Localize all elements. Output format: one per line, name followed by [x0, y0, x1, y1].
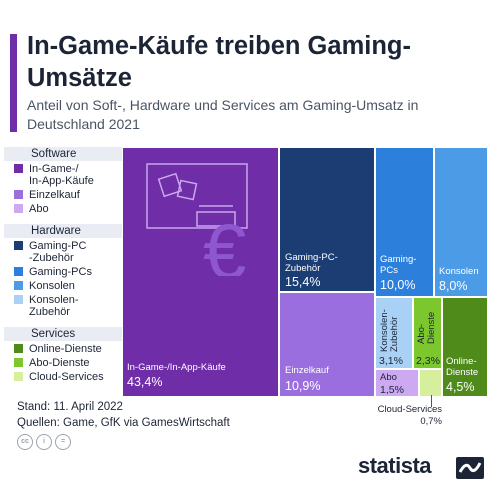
tile-label: Gaming- PCs — [380, 254, 417, 276]
legend-item: Abo — [14, 203, 122, 215]
legend-swatch — [14, 190, 23, 199]
tile-label: Abo — [380, 372, 397, 383]
legend-swatch — [14, 204, 23, 213]
tile-einzelkauf: Einzelkauf 10,9% — [279, 292, 375, 397]
legend-label: In-Game-/ In-App-Käufe — [29, 163, 94, 187]
info-icon[interactable]: i — [36, 434, 52, 450]
legend-label: Gaming-PCs — [29, 266, 92, 278]
tile-label: In-Game-/In-App-Käufe — [127, 362, 226, 373]
tile-value: 15,4% — [285, 275, 321, 289]
tile-label: Einzelkauf — [285, 365, 329, 376]
legend-header: Services — [4, 327, 122, 341]
legend-group-software: Software In-Game-/ In-App-Käufe Einzelka… — [4, 147, 122, 215]
tile-gaming-pcs: Gaming- PCs 10,0% — [375, 147, 434, 297]
tile-label: Konsolen — [439, 266, 479, 277]
legend-group-services: Services Online-Dienste Abo-Dienste Clou… — [4, 327, 122, 383]
legend-swatch — [14, 344, 23, 353]
tile-cloud-services — [419, 369, 442, 397]
tile-konsolen: Konsolen 8,0% — [434, 147, 488, 297]
legend-label: Einzelkauf — [29, 189, 80, 201]
tile-label: Konsolen- Zubehör — [379, 309, 400, 352]
tile-value: 2,3% — [416, 355, 440, 367]
creative-commons-icon[interactable]: cc — [17, 434, 33, 450]
tile-in-game-kaeufe: € In-Game-/In-App-Käufe 43,4% — [122, 147, 279, 397]
tile-label: Online- Dienste — [446, 356, 479, 378]
callout-name: Cloud-Services — [377, 404, 442, 415]
legend-label: Gaming-PC -Zubehör — [29, 240, 87, 264]
tile-konsolen-zubehoer: Konsolen- Zubehör 3,1% — [375, 297, 413, 369]
treemap: € In-Game-/In-App-Käufe 43,4% Gaming-PC-… — [122, 147, 488, 397]
legend-item: Online-Dienste — [14, 343, 122, 355]
chart-subtitle: Anteil von Soft-, Hardware und Services … — [27, 97, 419, 132]
legend-item: Konsolen- Zubehör — [14, 294, 122, 318]
license-icons: cc i = — [17, 434, 71, 450]
tile-value: 10,0% — [380, 278, 416, 292]
equals-icon[interactable]: = — [55, 434, 71, 450]
chart-title: In-Game-Käufe treiben Gaming-Umsätze — [27, 32, 411, 92]
tile-value: 3,1% — [379, 355, 403, 367]
legend-item: Konsolen — [14, 280, 122, 292]
tile-value: 10,9% — [285, 379, 321, 393]
euro-symbol: € — [203, 207, 246, 276]
gaming-computer-illustration: € — [146, 163, 248, 276]
legend-header: Hardware — [4, 224, 122, 238]
legend-item: Cloud-Services — [14, 371, 122, 383]
legend-group-hardware: Hardware Gaming-PC -Zubehör Gaming-PCs K… — [4, 224, 122, 318]
legend-label: Konsolen- Zubehör — [29, 294, 79, 318]
tile-value: 8,0% — [439, 279, 468, 293]
legend-label: Abo-Dienste — [29, 357, 90, 369]
legend-swatch — [14, 267, 23, 276]
statista-logo-icon[interactable] — [456, 457, 484, 479]
legend-label: Abo — [29, 203, 49, 215]
tile-label: Abo- Dienste — [416, 311, 437, 344]
legend-item: Gaming-PC -Zubehör — [14, 240, 122, 264]
legend-item: Einzelkauf — [14, 189, 122, 201]
legend-swatch — [14, 358, 23, 367]
tile-abo-dienste: Abo- Dienste 2,3% — [413, 297, 442, 369]
legend-item: Gaming-PCs — [14, 266, 122, 278]
statista-logo-text[interactable]: statista — [358, 453, 432, 478]
legend-label: Online-Dienste — [29, 343, 102, 355]
legend-item: Abo-Dienste — [14, 357, 122, 369]
source-note: Quellen: Game, GfK via GamesWirtschaft — [17, 417, 230, 429]
legend-swatch — [14, 281, 23, 290]
footer: Stand: 11. April 2022 Quellen: Game, GfK… — [17, 399, 230, 431]
legend-swatch — [14, 372, 23, 381]
legend-swatch — [14, 164, 23, 173]
tile-value: 1,5% — [380, 384, 404, 396]
legend-swatch — [14, 241, 23, 250]
tile-label: Gaming-PC- Zubehör — [285, 252, 338, 274]
legend-item: In-Game-/ In-App-Käufe — [14, 163, 122, 187]
stand-date: Stand: 11. April 2022 — [17, 401, 123, 413]
legend-label: Konsolen — [29, 280, 75, 292]
cloud-services-callout-label: Cloud-Services 0,7% — [360, 404, 442, 428]
legend: Software In-Game-/ In-App-Käufe Einzelka… — [4, 147, 122, 392]
cloud-services-callout-line — [431, 395, 432, 407]
tile-online-dienste: Online- Dienste 4,5% — [442, 297, 488, 397]
tile-value: 43,4% — [127, 375, 163, 389]
callout-value: 0,7% — [420, 416, 442, 427]
tile-abo: Abo 1,5% — [375, 369, 419, 397]
tile-gaming-pc-zubehoer: Gaming-PC- Zubehör 15,4% — [279, 147, 375, 292]
title-accent-bar — [10, 34, 17, 132]
legend-swatch — [14, 295, 23, 304]
legend-label: Cloud-Services — [29, 371, 104, 383]
tile-value: 4,5% — [446, 380, 475, 394]
legend-header: Software — [4, 147, 122, 161]
